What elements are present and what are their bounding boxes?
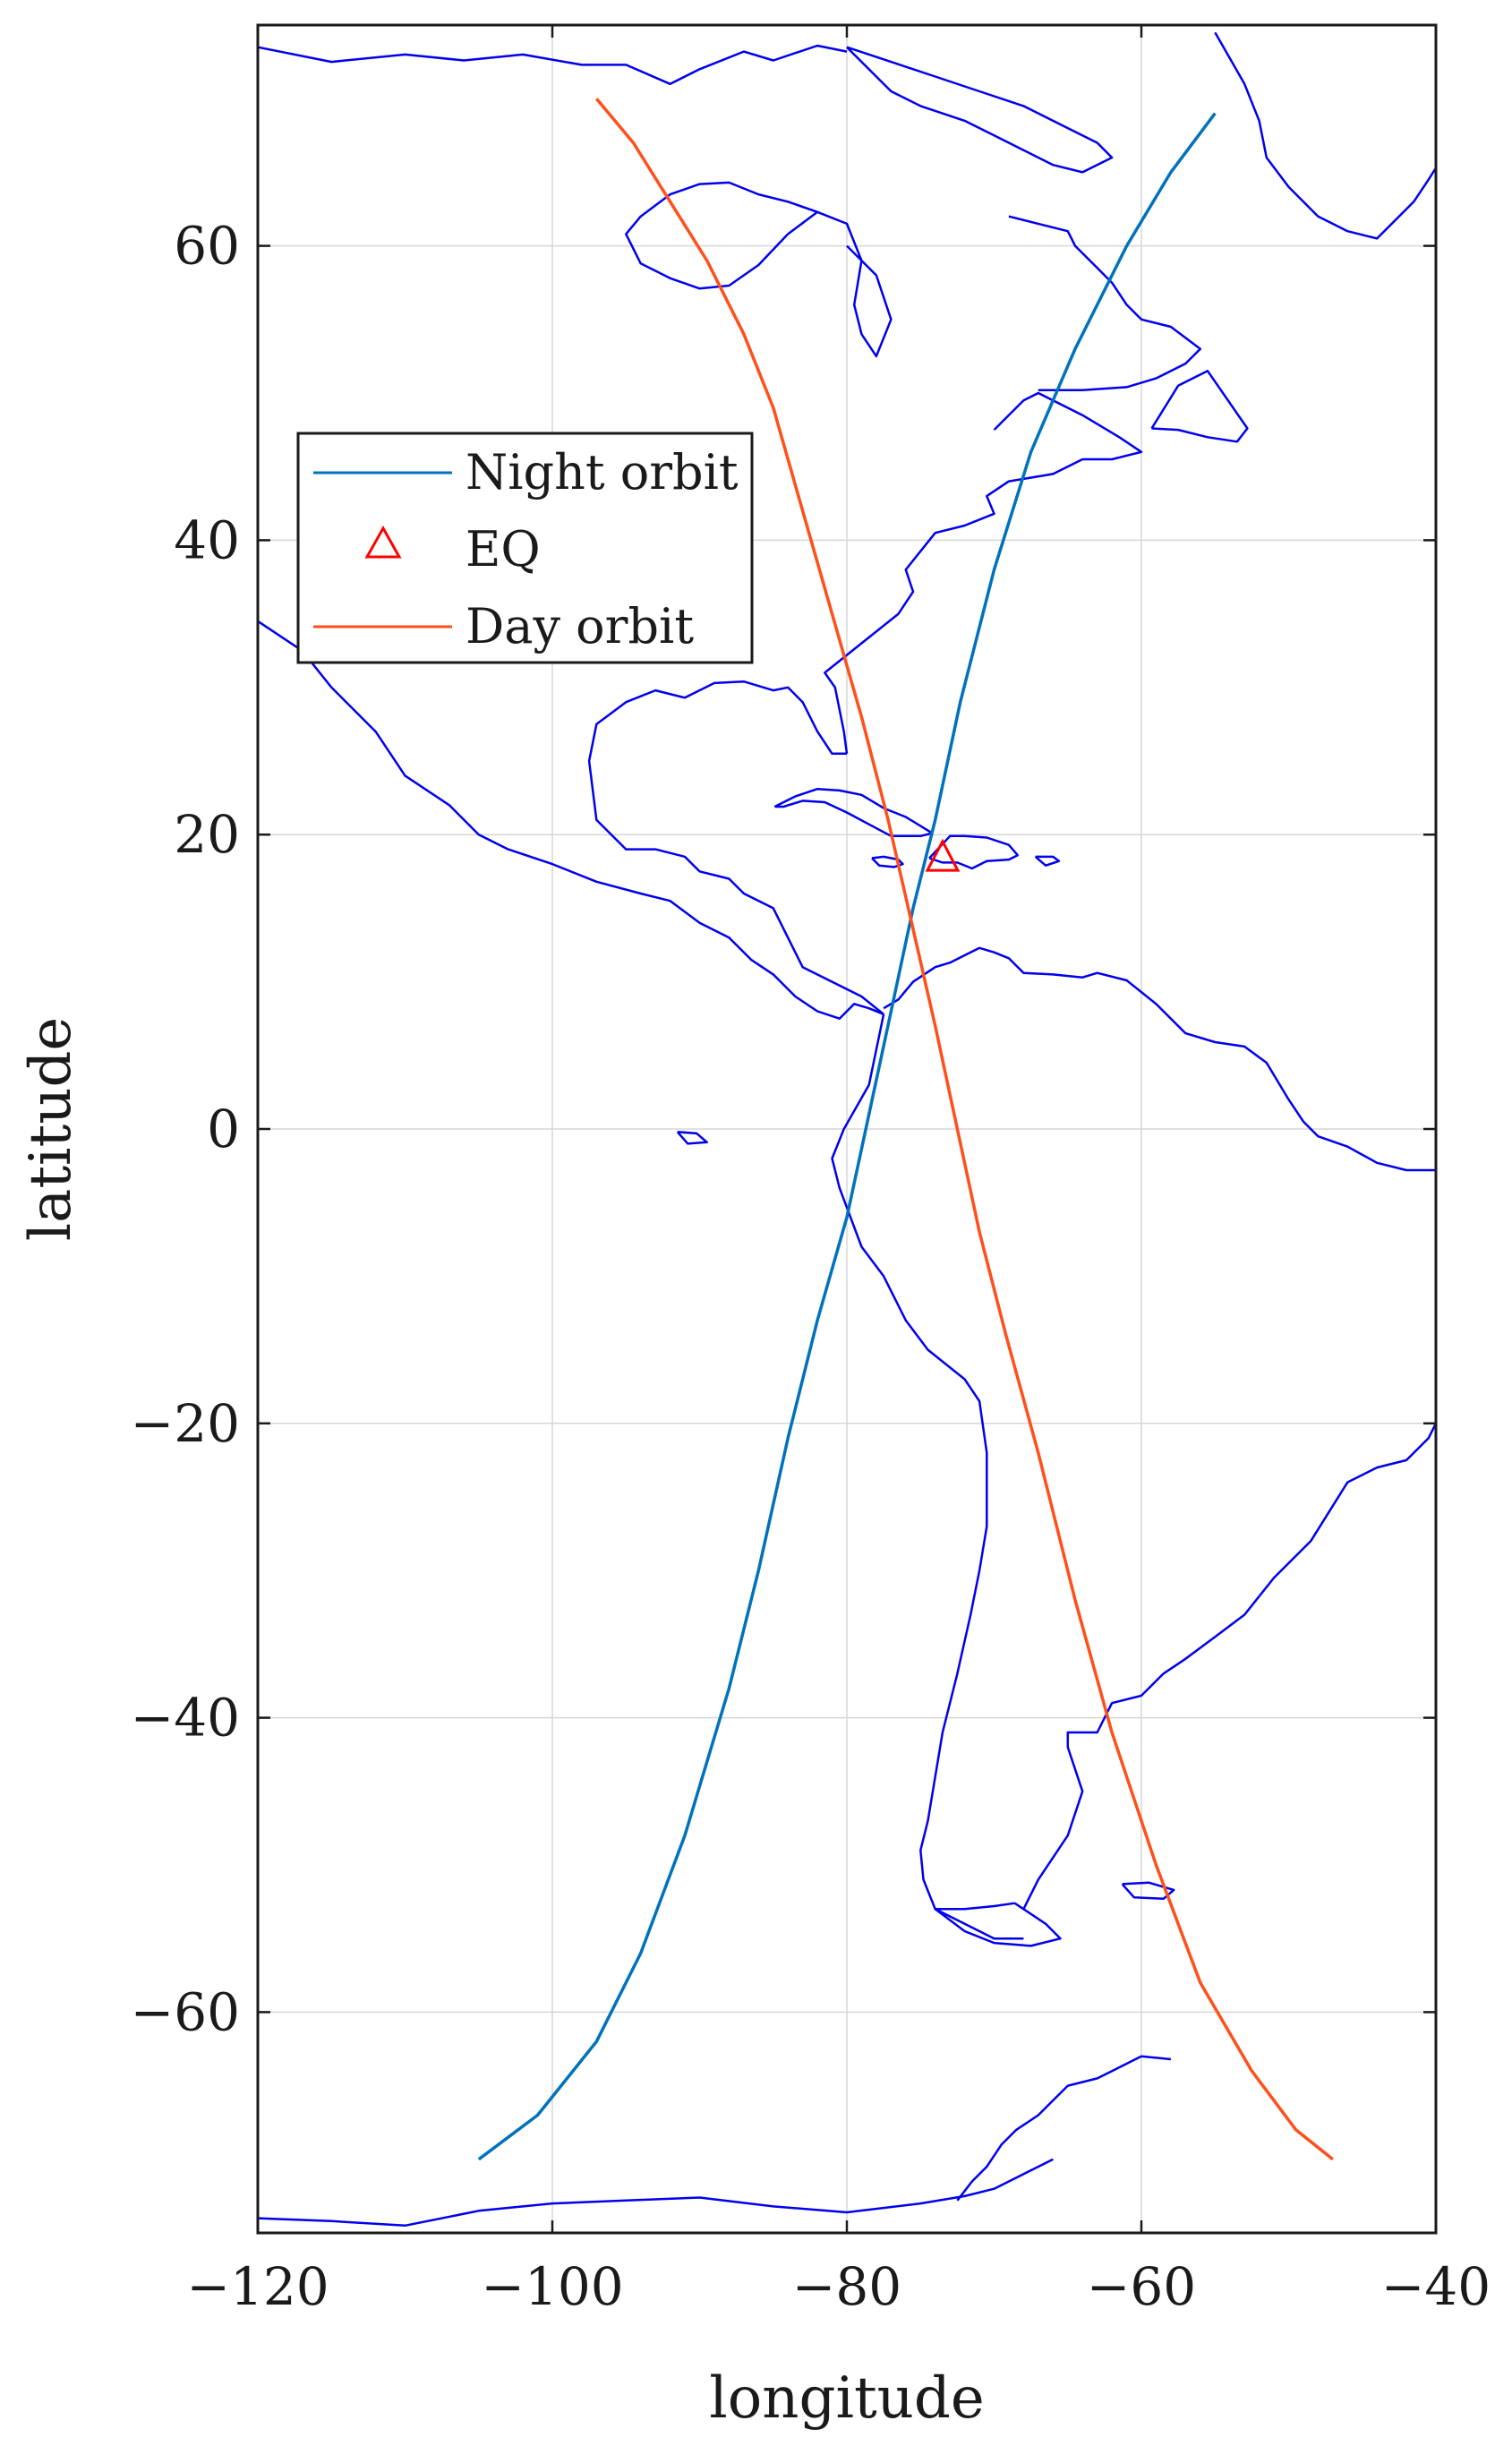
coastline-greenland [1214,31,1438,240]
orbit-series [477,98,1334,2161]
coastline-north-america-pacific [257,620,884,1020]
coastline-map [257,31,1438,2228]
x-tick-label: −100 [481,2256,623,2317]
coastline-north-america-atlantic [824,391,1143,754]
y-tick-labels: −60 −40 −20 0 20 40 60 [131,216,240,2043]
series-line-day-orbit [594,98,1334,2161]
coastline-south-america-north [883,946,1436,1172]
legend-label-night-orbit: Night orbit [466,444,739,500]
coastline-south-america-west [831,1013,1024,1940]
x-tick-label: −120 [186,2256,329,2317]
legend-label-day-orbit: Day orbit [466,598,694,654]
y-tick-label: −60 [131,1981,240,2042]
y-tick-label: 40 [174,509,240,570]
axis-ticks [256,25,1438,2233]
coastline-jamaica [871,855,904,868]
x-tick-labels: −120 −100 −80 −60 −40 [186,2256,1491,2317]
coastline-puerto-rico [1034,855,1061,867]
coastline-labrador-coast [1008,215,1202,391]
eq-marker-triangle [925,838,961,872]
y-tick-label: 20 [174,804,240,865]
y-tick-label: 60 [174,216,240,277]
y-axis-label: latitude [18,1017,84,1242]
coastline-baffin-island [846,46,1114,174]
coastline-tierra-del-fuego [934,1902,1062,1947]
coastline-antarctica-peninsula [956,2055,1172,2202]
series-line-night-orbit [477,112,1217,2161]
grid-lines [257,25,1437,2233]
coastline-cuba [773,787,934,838]
x-tick-label: −40 [1381,2256,1491,2317]
y-tick-label: −20 [131,1393,240,1454]
y-tick-label: 0 [207,1099,240,1159]
x-tick-label: −60 [1087,2256,1196,2317]
x-axis-label: longitude [709,2365,984,2432]
legend-label-eq: EQ [466,521,541,577]
coastline-galapagos [676,1131,708,1145]
coastline-newfoundland [1150,370,1249,443]
coastline-gulf-of-mexico [587,680,884,1015]
coastline-canadian-arctic [257,44,848,86]
legend: Night orbit EQ Day orbit [296,432,754,664]
coastline-hudson-bay [625,181,893,358]
x-tick-label: −80 [792,2256,901,2317]
y-tick-label: −40 [131,1688,240,1749]
coastline-antarctica-main [257,2158,1054,2228]
coastline-south-america-east [1022,1423,1438,1910]
legend-swatch-eq [364,525,402,559]
